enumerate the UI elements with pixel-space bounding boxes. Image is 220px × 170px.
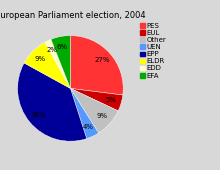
Wedge shape xyxy=(45,39,70,88)
Wedge shape xyxy=(24,42,70,88)
Text: 4%: 4% xyxy=(83,124,94,130)
Title: European Parliament election, 2004: European Parliament election, 2004 xyxy=(0,11,146,20)
Wedge shape xyxy=(70,88,118,133)
Legend: PES, EUL, Other, UEN, EPP, ELDR, EDD, EFA: PES, EUL, Other, UEN, EPP, ELDR, EDD, EF… xyxy=(140,23,167,79)
Text: 9%: 9% xyxy=(35,56,46,62)
Wedge shape xyxy=(51,36,70,88)
Text: 27%: 27% xyxy=(94,57,110,63)
Text: 9%: 9% xyxy=(97,113,108,119)
Text: 2%: 2% xyxy=(47,47,58,53)
Wedge shape xyxy=(70,88,99,139)
Wedge shape xyxy=(18,63,87,141)
Wedge shape xyxy=(70,88,123,111)
Text: 5%: 5% xyxy=(105,97,116,103)
Text: 38%: 38% xyxy=(30,112,46,118)
Text: 6%: 6% xyxy=(57,44,68,50)
Wedge shape xyxy=(70,36,123,95)
